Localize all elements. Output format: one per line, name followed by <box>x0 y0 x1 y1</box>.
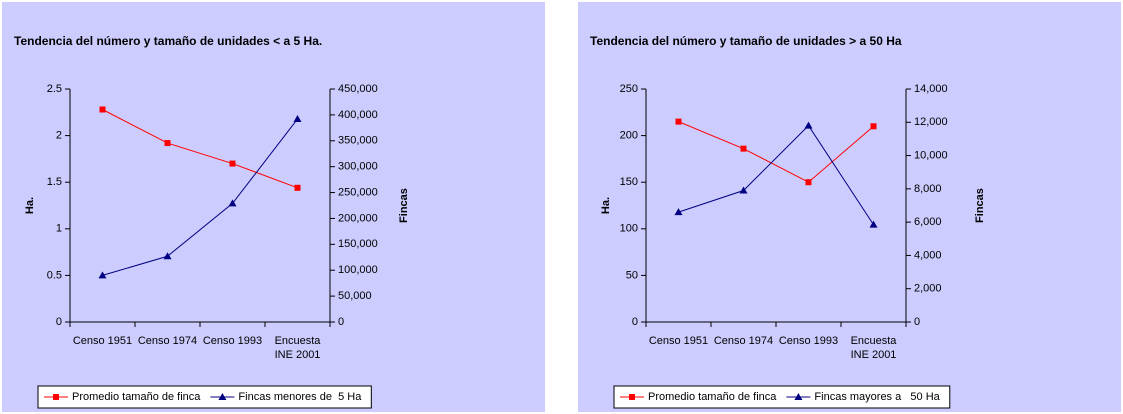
marker <box>294 184 301 191</box>
x-tick-label: Encuesta INE 2001 <box>274 335 321 361</box>
y2-tick-label: 0 <box>914 316 920 328</box>
y-tick-label: 0 <box>56 316 62 328</box>
legend-label: Fincas menores de 5 Ha <box>238 391 362 403</box>
x-tick-label: Censo 1993 <box>202 335 263 347</box>
x-tick-label: Censo 1993 <box>778 335 839 347</box>
legend-marker <box>629 394 635 400</box>
y2-axis-label: Fincas <box>398 188 410 223</box>
legend-box <box>37 385 372 409</box>
x-tick-label: Encuesta INE 2001 <box>850 335 897 361</box>
legend-label: Promedio tamaño de finca <box>648 391 777 403</box>
y2-tick-label: 0 <box>338 316 344 328</box>
legend: Promedio tamaño de finca Fincas menores d… <box>37 385 372 409</box>
y-tick-label: 2 <box>56 130 62 142</box>
y-tick-label: 250 <box>620 83 638 95</box>
series-line <box>102 109 298 189</box>
panel <box>2 2 545 412</box>
y2-tick-label: 50,000 <box>338 290 372 302</box>
marker <box>98 271 107 279</box>
y2-tick-label: 8,000 <box>914 183 942 195</box>
y2-tick-label: 350,000 <box>338 135 378 147</box>
y2-tick-label: 2,000 <box>914 283 942 295</box>
legend: Promedio tamaño de finca Fincas mayores a… <box>613 385 951 409</box>
y-axis-label: Ha. <box>24 197 36 214</box>
marker <box>163 252 172 260</box>
y-tick-label: 0.5 <box>47 269 62 281</box>
marker <box>164 140 171 147</box>
marker <box>739 186 748 194</box>
y-tick-label: 1 <box>56 223 62 235</box>
legend-label: Promedio tamaño de finca <box>72 391 201 403</box>
y-tick-label: 50 <box>626 269 638 281</box>
x-tick-label: Censo 1951 <box>648 335 709 347</box>
y2-tick-label: 200,000 <box>338 212 378 224</box>
chart-title: Tendencia del número y tamaño de unidade… <box>14 34 322 48</box>
y2-tick-label: 400,000 <box>338 109 378 121</box>
y2-tick-label: 100,000 <box>338 264 378 276</box>
marker <box>870 123 877 130</box>
marker <box>99 106 106 113</box>
y2-tick-label: 250,000 <box>338 186 378 198</box>
y-tick-label: 200 <box>620 130 638 142</box>
y-tick-label: 1.5 <box>47 176 62 188</box>
y2-tick-label: 14,000 <box>914 83 948 95</box>
marker <box>675 118 682 125</box>
x-tick-label: Censo 1951 <box>72 335 133 347</box>
y2-tick-label: 150,000 <box>338 238 378 250</box>
marker <box>228 199 237 207</box>
marker <box>804 121 813 129</box>
y2-tick-label: 12,000 <box>914 116 948 128</box>
panel <box>578 2 1121 412</box>
legend-marker <box>53 394 59 400</box>
chart-title: Tendencia del número y tamaño de unidade… <box>590 34 902 48</box>
y2-tick-label: 6,000 <box>914 216 942 228</box>
y-tick-label: 150 <box>620 176 638 188</box>
marker <box>805 179 812 186</box>
y2-tick-label: 450,000 <box>338 83 378 95</box>
marker <box>674 208 683 216</box>
marker <box>229 160 236 167</box>
legend-marker <box>218 393 227 400</box>
y-tick-label: 2.5 <box>47 83 62 95</box>
y-axis-label: Ha. <box>600 197 612 214</box>
series-line <box>102 118 298 276</box>
legend-marker <box>794 393 803 400</box>
y2-axis-label: Fincas <box>974 188 986 223</box>
x-tick-label: Censo 1974 <box>713 335 774 347</box>
marker <box>293 115 302 123</box>
series-line <box>678 124 874 225</box>
y-tick-label: 0 <box>632 316 638 328</box>
series-line <box>678 121 874 183</box>
marker <box>869 220 878 228</box>
x-tick-label: Censo 1974 <box>137 335 198 347</box>
legend-label: Fincas mayores a 50 Ha <box>814 391 940 403</box>
y2-tick-label: 300,000 <box>338 161 378 173</box>
legend-box <box>613 385 951 409</box>
marker <box>740 145 747 152</box>
y2-tick-label: 10,000 <box>914 149 948 161</box>
y2-tick-label: 4,000 <box>914 249 942 261</box>
y-tick-label: 100 <box>620 223 638 235</box>
